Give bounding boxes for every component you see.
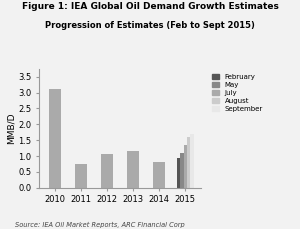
Bar: [177, 158, 180, 188]
Bar: [190, 134, 194, 188]
Text: Figure 1: IEA Global Oil Demand Growth Estimates: Figure 1: IEA Global Oil Demand Growth E…: [22, 2, 278, 11]
Text: Source: IEA Oil Market Reports, ARC Financial Corp: Source: IEA Oil Market Reports, ARC Fina…: [15, 222, 185, 228]
Bar: [153, 162, 165, 188]
Bar: [127, 151, 139, 188]
Y-axis label: MMB/D: MMB/D: [6, 112, 15, 144]
Legend: February, May, July, August, September: February, May, July, August, September: [211, 72, 265, 113]
Bar: [75, 164, 87, 188]
Text: Progression of Estimates (Feb to Sept 2015): Progression of Estimates (Feb to Sept 20…: [45, 21, 255, 30]
Bar: [180, 153, 184, 188]
Bar: [49, 89, 61, 188]
Bar: [187, 137, 190, 188]
Bar: [101, 154, 113, 188]
Bar: [184, 145, 187, 188]
